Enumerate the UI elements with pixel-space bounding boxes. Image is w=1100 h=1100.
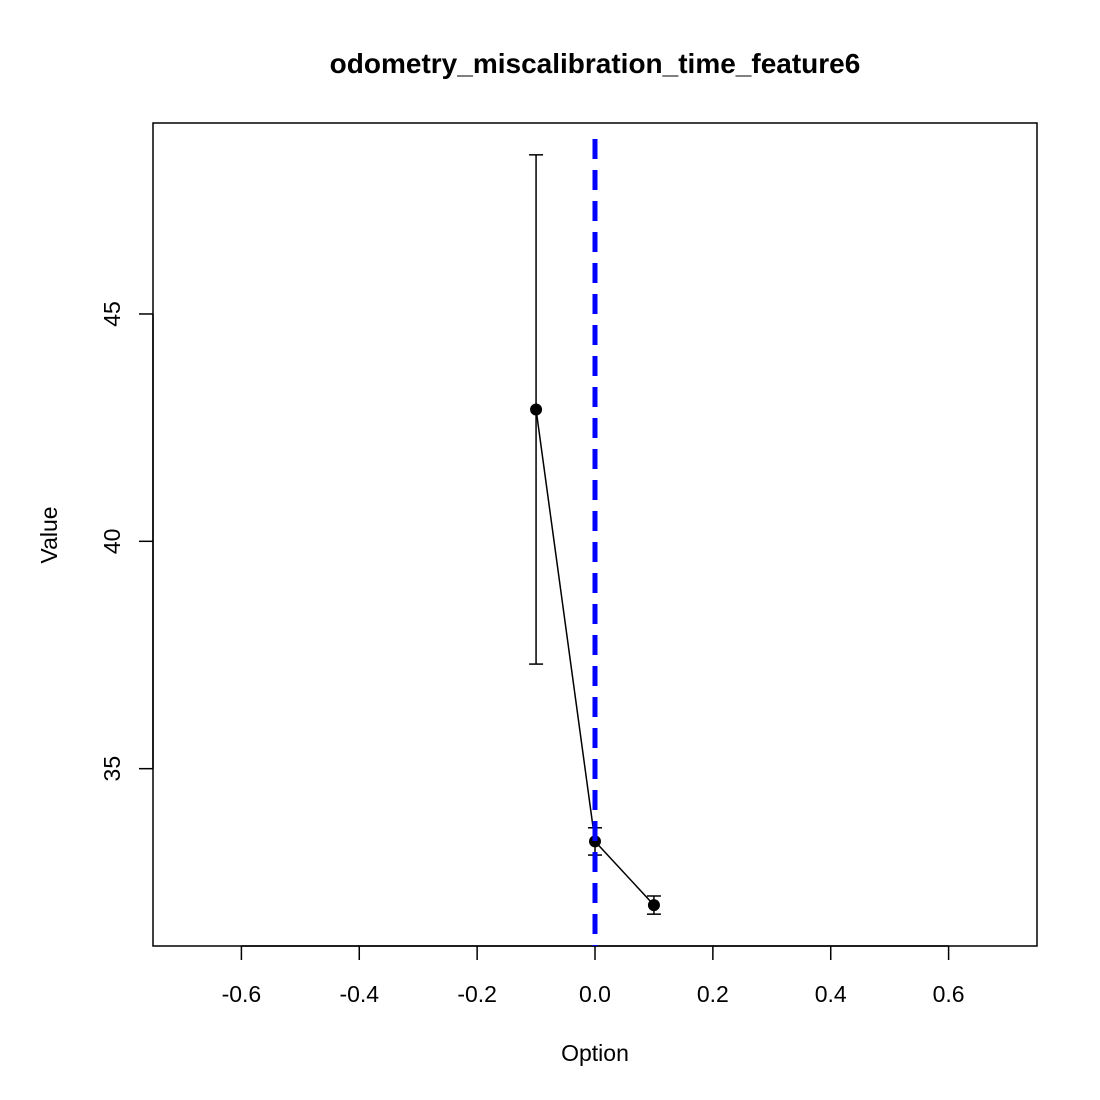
x-axis-label: Option	[561, 1040, 629, 1066]
chart-title: odometry_miscalibration_time_feature6	[330, 48, 861, 79]
x-tick-label: 0.0	[579, 981, 611, 1007]
x-tick-label: 0.6	[933, 981, 965, 1007]
y-axis-label: Value	[36, 506, 62, 563]
y-tick-label: 35	[99, 756, 125, 782]
y-axis: 35 40 45	[99, 301, 154, 782]
data-point	[589, 835, 601, 848]
y-tick-label: 40	[99, 529, 125, 555]
y-tick-label: 45	[99, 301, 125, 327]
x-tick-label: -0.2	[457, 981, 497, 1007]
x-tick-label: 0.2	[697, 981, 729, 1007]
x-axis: -0.6 -0.4 -0.2 0.0 0.2 0.4 0.6	[222, 945, 965, 1007]
data-point	[530, 403, 543, 416]
data-point	[647, 899, 660, 912]
x-tick-label: -0.6	[222, 981, 262, 1007]
x-tick-label: 0.4	[815, 981, 847, 1007]
x-tick-label: -0.4	[339, 981, 379, 1007]
plot-area	[529, 139, 661, 946]
